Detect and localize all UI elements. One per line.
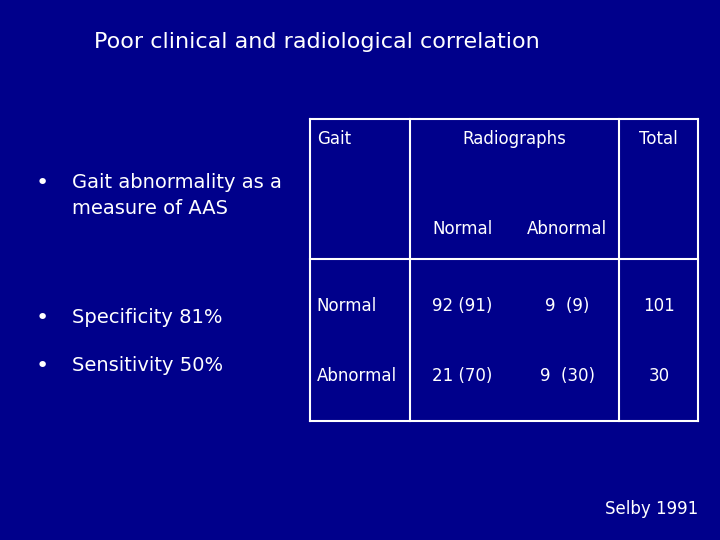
Text: 101: 101 (643, 297, 675, 315)
Text: 9  (30): 9 (30) (539, 367, 595, 385)
Text: Gait abnormality as a
measure of AAS: Gait abnormality as a measure of AAS (72, 173, 282, 218)
Text: Specificity 81%: Specificity 81% (72, 308, 222, 327)
Text: Gait: Gait (317, 130, 351, 147)
Text: •: • (36, 308, 49, 328)
Text: 92 (91): 92 (91) (433, 297, 492, 315)
Text: 30: 30 (648, 367, 670, 385)
Text: Total: Total (639, 130, 678, 147)
Text: Abnormal: Abnormal (527, 220, 607, 238)
Text: •: • (36, 173, 49, 193)
Text: 21 (70): 21 (70) (433, 367, 492, 385)
Text: Abnormal: Abnormal (317, 367, 397, 385)
Text: •: • (36, 356, 49, 376)
Text: Poor clinical and radiological correlation: Poor clinical and radiological correlati… (94, 32, 539, 52)
Text: Normal: Normal (433, 220, 492, 238)
Text: Normal: Normal (317, 297, 377, 315)
Text: 9  (9): 9 (9) (545, 297, 589, 315)
Text: Radiographs: Radiographs (463, 130, 567, 147)
Text: Sensitivity 50%: Sensitivity 50% (72, 356, 223, 375)
Text: Selby 1991: Selby 1991 (605, 501, 698, 518)
